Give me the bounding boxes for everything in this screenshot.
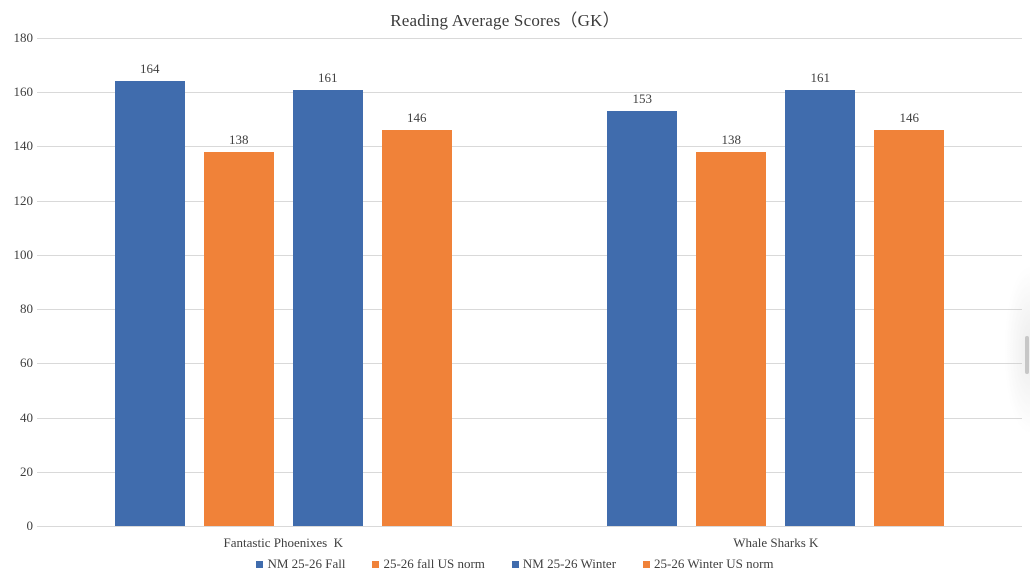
bar-value-label: 161 (318, 69, 338, 85)
y-axis-tick-label: 100 (13, 246, 34, 262)
bar-25-26-winter-us-norm (874, 130, 945, 526)
legend-item: 25-26 Winter US norm (643, 556, 774, 572)
x-axis-line (37, 526, 1022, 527)
gridline (37, 146, 1022, 148)
bar-value-label: 161 (810, 69, 831, 85)
y-axis-tick-label: 80 (20, 301, 33, 317)
bar-nm-25-26-winter (785, 89, 856, 526)
bar-nm-25-26-fall (607, 111, 678, 526)
y-axis-tick-label: 180 (13, 30, 34, 45)
bar-value-label: 146 (407, 110, 427, 126)
gridline (37, 363, 1022, 365)
bar-25-26-fall-us-norm (203, 151, 274, 526)
y-axis-tick-label: 60 (20, 355, 33, 371)
legend-swatch-icon (372, 560, 380, 568)
legend-label: NM 25-26 Winter (522, 556, 617, 571)
y-axis-tick-label: 160 (13, 84, 34, 100)
bar-value-label: 153 (632, 91, 653, 107)
bar-25-26-fall-us-norm (696, 151, 767, 526)
gridline (37, 92, 1022, 94)
y-axis-tick-label: 120 (13, 192, 34, 208)
y-axis-tick-label: 140 (13, 138, 34, 154)
gridline (37, 200, 1022, 202)
legend-label: NM 25-26 Fall (267, 556, 346, 571)
legend-item: NM 25-26 Winter (511, 556, 617, 572)
legend-item: 25-26 fall US norm (372, 556, 485, 572)
legend-item: NM 25-26 Fall (256, 556, 345, 572)
gridline (37, 254, 1022, 256)
bar-value-label: 138 (721, 131, 742, 147)
gridline (37, 38, 1022, 39)
x-axis-category-label: Whale Sharks K (733, 535, 819, 550)
bar-value-label: 146 (899, 110, 920, 126)
gridline (37, 309, 1022, 311)
x-axis-category-label: Fantastic Phoenixes K (223, 535, 344, 550)
legend-label: 25-26 Winter US norm (654, 556, 774, 571)
bar-25-26-winter-us-norm (381, 130, 452, 526)
gridline (37, 471, 1022, 473)
bar-nm-25-26-fall (114, 81, 185, 526)
gridline (37, 417, 1022, 419)
legend-swatch-icon (643, 560, 651, 568)
chart-title: Reading Average Scores（GK） (390, 11, 620, 30)
bar-value-label: 138 (229, 131, 249, 147)
bar-value-label: 164 (140, 61, 160, 77)
chart-legend: NM 25-26 Fall 25-26 fall US norm NM 25-26 … (0, 556, 1030, 572)
y-axis-tick-label: 0 (26, 518, 34, 533)
legend-label: 25-26 fall US norm (383, 556, 485, 571)
vertical-scrollbar-thumb[interactable] (1025, 336, 1029, 374)
y-axis-tick-label: 40 (20, 409, 33, 425)
legend-swatch-icon (256, 560, 264, 568)
y-axis-tick-label: 20 (20, 463, 33, 479)
legend-swatch-icon (511, 560, 519, 568)
bar-nm-25-26-winter (292, 89, 363, 526)
